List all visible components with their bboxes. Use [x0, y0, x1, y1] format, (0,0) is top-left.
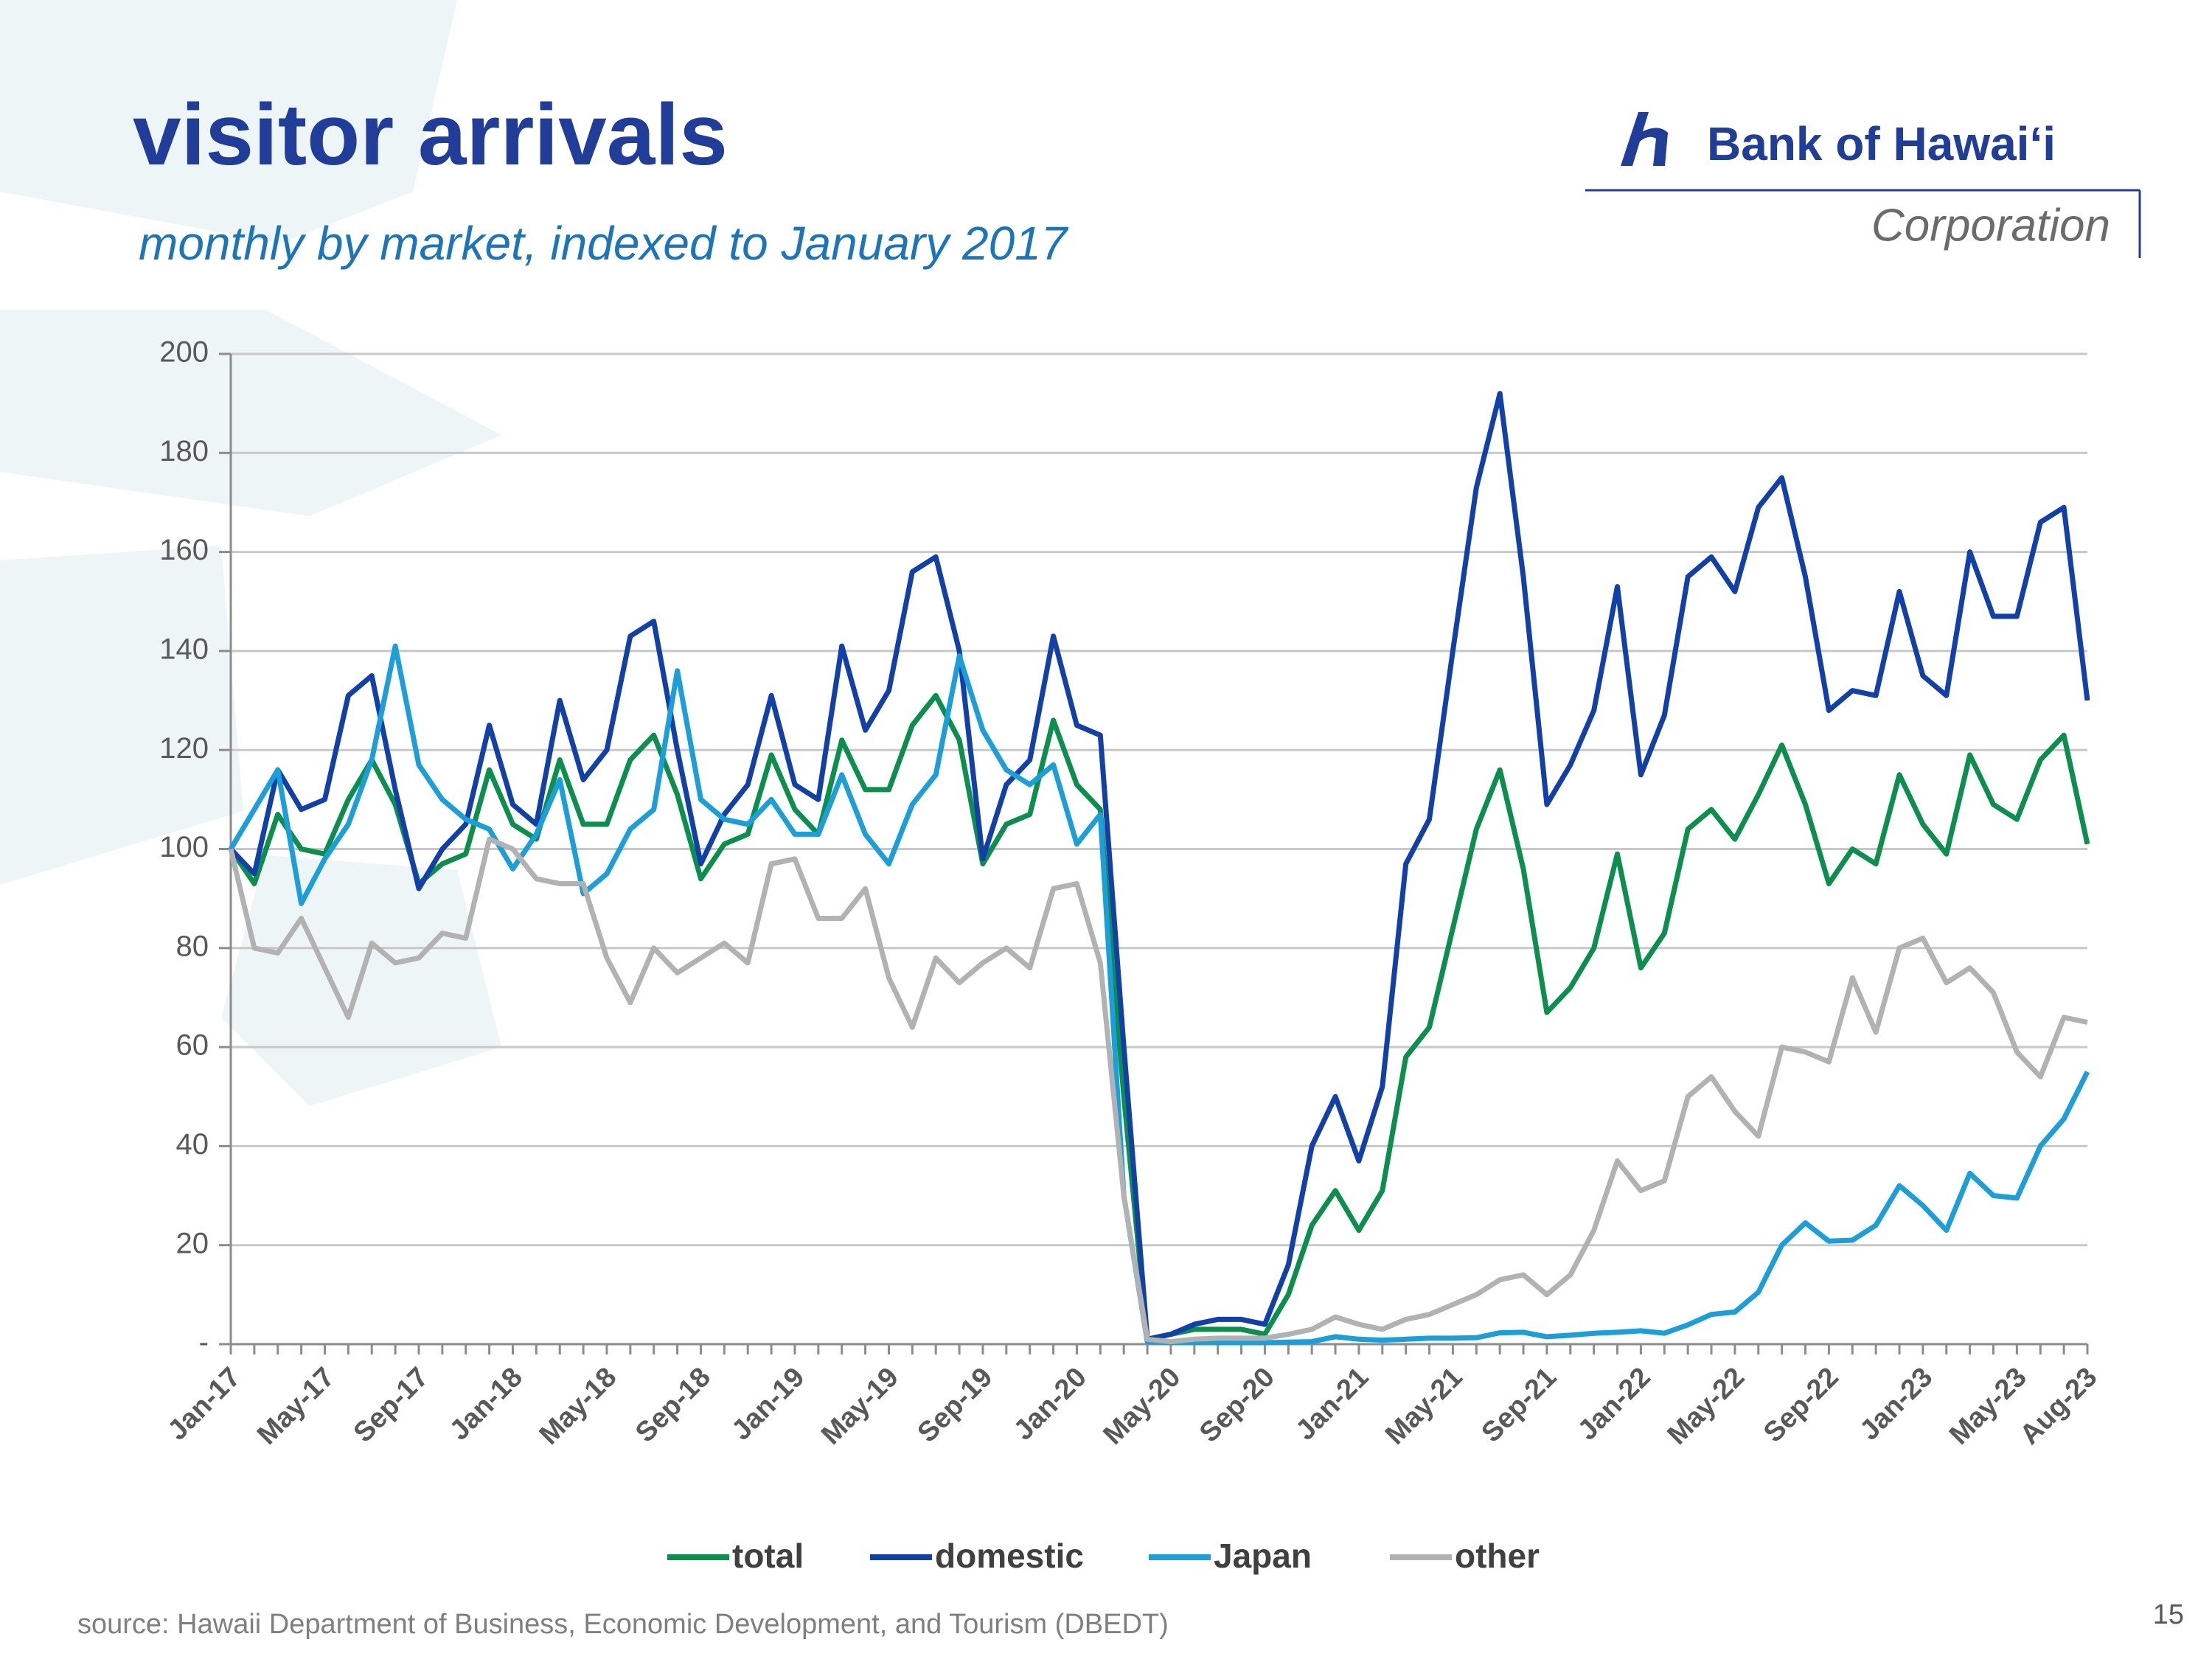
x-tick-label: May-19	[815, 1362, 905, 1451]
y-tick-label: 60	[176, 1029, 209, 1062]
legend-label: domestic	[935, 1537, 1084, 1575]
x-tick-label: Sep-22	[1758, 1362, 1845, 1449]
x-tick-label: Sep-20	[1194, 1362, 1281, 1449]
x-tick-label: Aug-23	[2014, 1362, 2104, 1451]
y-tick-label: 20	[176, 1227, 209, 1259]
series-line	[229, 391, 2090, 1342]
x-tick-label: Jan-21	[1290, 1362, 1375, 1447]
logo-icon	[1621, 112, 1668, 166]
x-tick-label: May-23	[1944, 1362, 2033, 1451]
x-tick-label: Sep-18	[630, 1362, 717, 1449]
x-tick-label: Jan-23	[1854, 1362, 1939, 1447]
logo-suffix: Corporation	[1871, 200, 2110, 251]
logo: Bank of Hawaiʻi Corporation	[1585, 112, 2141, 258]
chart-title: visitor arrivals	[133, 86, 728, 184]
y-tick-label: 140	[159, 633, 209, 665]
x-tick-label: Sep-21	[1476, 1362, 1563, 1449]
y-tick-label: 80	[176, 930, 209, 962]
y-tick-label: 120	[159, 732, 209, 765]
chart-subtitle: monthly by market, indexed to January 20…	[139, 217, 1069, 270]
x-tick-label: Sep-17	[348, 1362, 435, 1449]
source-note: source: Hawaii Department of Business, E…	[77, 1609, 1169, 1640]
series-line	[228, 836, 2088, 1345]
x-tick-label: May-22	[1662, 1362, 1751, 1451]
background-decor	[0, 0, 501, 1106]
x-tick-label: May-21	[1380, 1362, 1469, 1451]
y-tick-label: 160	[159, 534, 209, 566]
y-tick-label: 40	[176, 1128, 209, 1161]
page-number: 15	[2153, 1599, 2184, 1630]
y-tick-label: 180	[159, 435, 209, 467]
y-tick-label: -	[199, 1326, 209, 1359]
logo-name: Bank of Hawaiʻi	[1707, 117, 2056, 170]
y-tick-label: 100	[159, 831, 209, 863]
x-tick-label: May-20	[1098, 1362, 1187, 1451]
x-tick-label: Jan-18	[444, 1362, 529, 1447]
x-tick-label: Jan-20	[1008, 1362, 1093, 1447]
x-tick-label: Jan-19	[726, 1362, 811, 1447]
legend-label: other	[1455, 1537, 1540, 1575]
legend-label: Japan	[1214, 1537, 1312, 1575]
x-tick-label: Jan-17	[162, 1362, 247, 1447]
x-tick-label: Sep-19	[912, 1362, 999, 1449]
x-tick-label: May-17	[251, 1362, 341, 1451]
y-tick-label: 200	[159, 336, 209, 369]
legend-label: total	[732, 1537, 804, 1575]
x-tick-label: Jan-22	[1572, 1362, 1657, 1447]
x-tick-label: May-18	[534, 1362, 623, 1451]
